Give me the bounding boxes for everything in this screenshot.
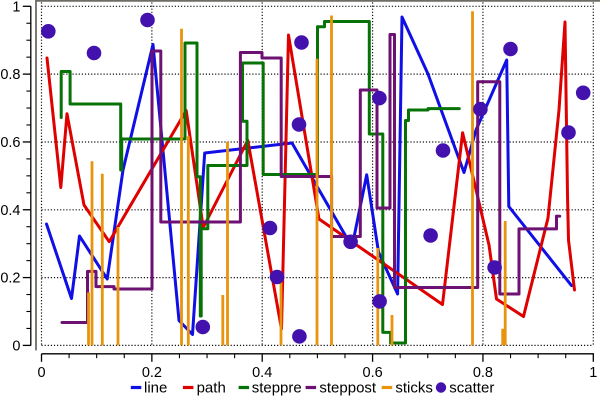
svg-text:path: path [197, 380, 226, 397]
svg-text:0.6: 0.6 [363, 365, 383, 381]
svg-text:scatter: scatter [449, 380, 494, 397]
svg-text:0.2: 0.2 [142, 365, 162, 381]
svg-text:line: line [144, 380, 167, 397]
svg-text:0: 0 [37, 365, 45, 381]
svg-text:0: 0 [12, 338, 20, 354]
svg-text:0.8: 0.8 [0, 67, 20, 83]
svg-text:0.8: 0.8 [473, 365, 493, 381]
svg-text:1: 1 [589, 365, 597, 381]
svg-text:0.4: 0.4 [252, 365, 272, 381]
svg-text:sticks: sticks [395, 380, 433, 397]
svg-text:steppost: steppost [319, 380, 377, 397]
svg-text:0.2: 0.2 [0, 271, 20, 287]
svg-text:1: 1 [12, 0, 20, 15]
svg-text:0.6: 0.6 [0, 135, 20, 151]
svg-text:steppre: steppre [252, 380, 302, 397]
svg-text:0.4: 0.4 [0, 203, 20, 219]
